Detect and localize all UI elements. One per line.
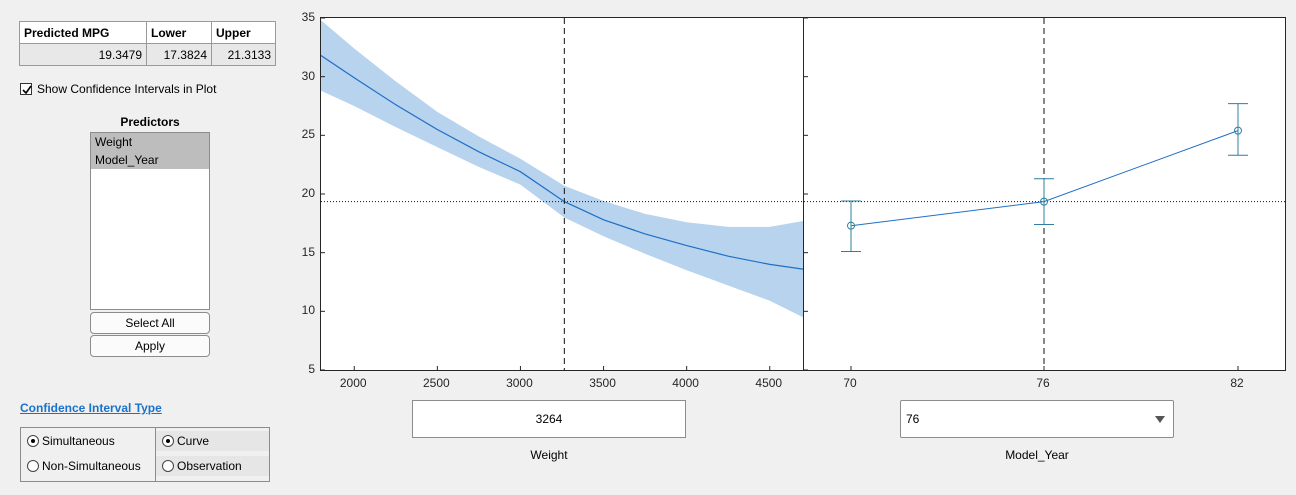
show-ci-checkbox[interactable] bbox=[20, 83, 32, 95]
show-ci-label: Show Confidence Intervals in Plot bbox=[37, 82, 217, 96]
x-tick-label: 2500 bbox=[422, 376, 450, 390]
x-tick-label: 3000 bbox=[506, 376, 533, 390]
y-tick-label: 5 bbox=[308, 362, 315, 376]
radio-non-simultaneous-label: Non-Simultaneous bbox=[42, 459, 141, 473]
radio-observation-label: Observation bbox=[177, 459, 242, 473]
radio-non-simultaneous[interactable]: Non-Simultaneous bbox=[21, 456, 155, 476]
model-year-plot[interactable] bbox=[803, 17, 1286, 371]
weight-input[interactable]: 3264 bbox=[412, 400, 686, 438]
apply-button[interactable]: Apply bbox=[90, 335, 210, 357]
data-point bbox=[1234, 126, 1242, 135]
confidence-band bbox=[321, 20, 803, 318]
triangle-down-icon bbox=[1155, 416, 1165, 423]
radio-simultaneous-label: Simultaneous bbox=[42, 434, 115, 448]
radio-unselected-icon bbox=[27, 460, 39, 472]
radio-selected-icon bbox=[162, 435, 174, 447]
model-year-control-label: Model_Year bbox=[1005, 448, 1069, 462]
select-all-button[interactable]: Select All bbox=[90, 312, 210, 334]
x-tick-label: 4500 bbox=[755, 376, 783, 390]
y-tick-label: 35 bbox=[301, 10, 315, 24]
model-year-plot-canvas[interactable] bbox=[804, 18, 1285, 370]
ci-simultaneous-group: Simultaneous Non-Simultaneous bbox=[20, 427, 156, 482]
model-year-dropdown[interactable]: 76 bbox=[900, 400, 1174, 438]
x-tick-label: 76 bbox=[1036, 376, 1050, 390]
radio-selected-icon bbox=[27, 435, 39, 447]
x-tick-label: 3500 bbox=[589, 376, 616, 390]
header-upper: Upper bbox=[211, 21, 276, 44]
weight-plot[interactable] bbox=[320, 17, 804, 371]
prediction-table: Predicted MPG Lower Upper 19.3479 17.382… bbox=[19, 21, 276, 66]
header-lower: Lower bbox=[146, 21, 212, 44]
cell-predicted-mpg: 19.3479 bbox=[19, 43, 147, 66]
radio-curve[interactable]: Curve bbox=[156, 431, 269, 451]
x-tick-label: 70 bbox=[843, 376, 857, 390]
cell-lower: 17.3824 bbox=[146, 43, 212, 66]
checkmark-icon bbox=[22, 85, 32, 95]
list-item-weight[interactable]: Weight bbox=[91, 133, 209, 151]
data-point bbox=[847, 221, 855, 230]
radio-observation[interactable]: Observation bbox=[156, 456, 269, 476]
radio-curve-label: Curve bbox=[177, 434, 210, 448]
header-predicted-mpg: Predicted MPG bbox=[19, 21, 147, 44]
weight-control-label: Weight bbox=[530, 448, 568, 462]
y-tick-label: 25 bbox=[301, 127, 315, 142]
y-tick-label: 10 bbox=[301, 303, 315, 318]
cell-upper: 21.3133 bbox=[211, 43, 276, 66]
radio-simultaneous[interactable]: Simultaneous bbox=[21, 431, 155, 451]
weight-plot-canvas[interactable] bbox=[321, 18, 803, 370]
y-tick-label: 20 bbox=[301, 186, 315, 200]
x-tick-label: 82 bbox=[1230, 376, 1244, 390]
data-point bbox=[1040, 197, 1048, 206]
ci-type-title: Confidence Interval Type bbox=[20, 401, 162, 415]
model-year-dropdown-value: 76 bbox=[906, 412, 920, 426]
y-tick-label: 15 bbox=[301, 244, 315, 259]
predictors-listbox[interactable]: Weight Model_Year bbox=[90, 132, 210, 310]
x-tick-label: 2000 bbox=[339, 376, 367, 390]
ci-curve-group: Curve Observation bbox=[155, 427, 270, 482]
y-tick-label: 30 bbox=[301, 68, 315, 83]
predictors-title: Predictors bbox=[120, 115, 180, 129]
x-tick-label: 4000 bbox=[672, 376, 699, 390]
list-item-model-year[interactable]: Model_Year bbox=[91, 151, 209, 169]
radio-unselected-icon bbox=[162, 460, 174, 472]
